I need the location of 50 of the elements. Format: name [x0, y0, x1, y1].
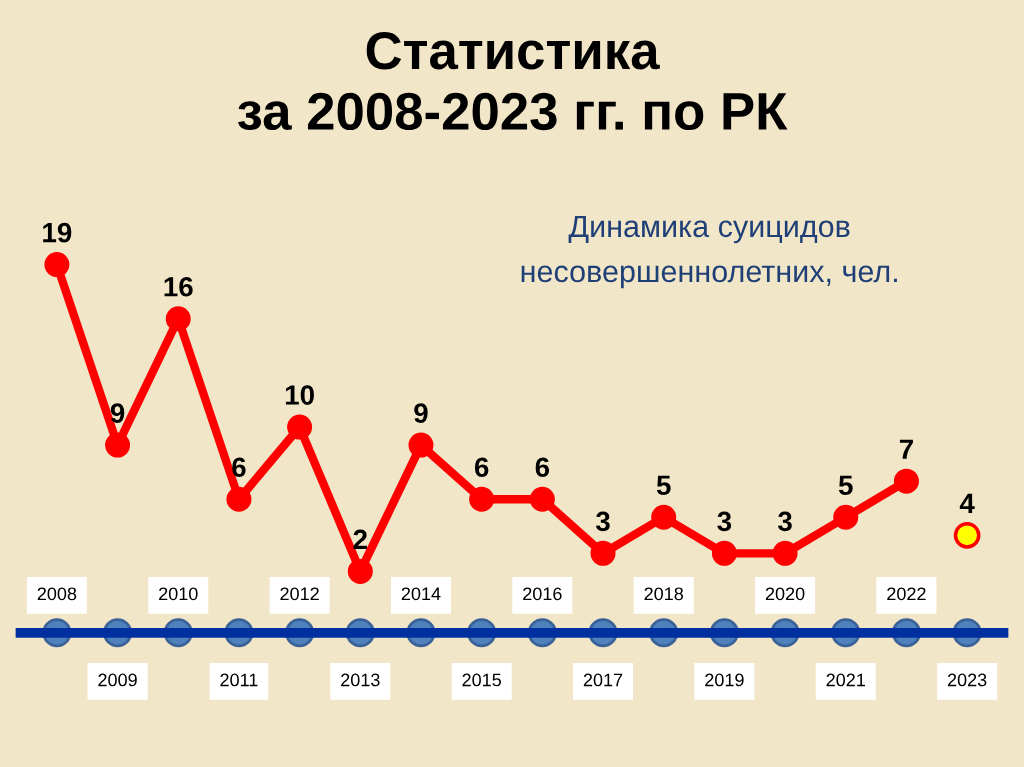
data-label: 3 [777, 511, 792, 532]
x-tick-label: 2015 [462, 673, 501, 687]
x-tick-label: 2016 [523, 587, 562, 601]
x-tick-label: 2019 [705, 673, 744, 687]
point [44, 252, 70, 278]
x-tick-label: 2023 [947, 673, 987, 687]
data-label: 10 [285, 385, 314, 405]
chart-title: Статистика за 2008-2023 гг. по РК [237, 32, 788, 131]
point [651, 504, 677, 530]
point [226, 486, 252, 512]
point [893, 468, 919, 494]
data-label: 6 [232, 457, 246, 478]
data-label: 19 [43, 222, 72, 243]
data-label: 3 [717, 511, 732, 532]
data-label: 6 [535, 457, 550, 478]
point [408, 432, 434, 458]
point [105, 432, 131, 458]
chart-subtitle: Динамика суицидов несовершеннолетних, чел. [521, 215, 897, 289]
data-label: 4 [959, 493, 975, 513]
point [347, 558, 373, 584]
x-tick-label: 2014 [401, 587, 441, 601]
point [529, 486, 555, 512]
x-tick-label: 2018 [644, 587, 683, 601]
x-tick-label: 2020 [765, 587, 805, 601]
data-label: 9 [110, 403, 125, 423]
point [833, 504, 859, 530]
x-tick-label: 2009 [98, 673, 137, 687]
point [772, 540, 798, 566]
x-tick-label: 2013 [341, 673, 380, 687]
point [469, 486, 495, 512]
data-label: 9 [414, 403, 428, 423]
point [953, 521, 981, 549]
data-label: 6 [474, 457, 489, 478]
data-label: 5 [656, 475, 671, 496]
point [287, 414, 313, 440]
x-tick-label: 2010 [159, 587, 198, 601]
data-label: 5 [838, 475, 853, 496]
x-tick-label: 2012 [280, 587, 319, 601]
x-tick-label: 2008 [37, 587, 77, 601]
point [590, 540, 616, 566]
x-tick-label: 2017 [583, 673, 623, 687]
data-label: 2 [353, 529, 367, 549]
x-tick-label: 2021 [826, 673, 865, 687]
data-label: 7 [899, 439, 913, 459]
point [165, 306, 191, 332]
data-label: 16 [164, 276, 193, 297]
x-tick-label: 2011 [220, 673, 258, 687]
point [711, 540, 737, 566]
data-label: 3 [595, 511, 610, 532]
x-tick-label: 2022 [887, 587, 926, 601]
